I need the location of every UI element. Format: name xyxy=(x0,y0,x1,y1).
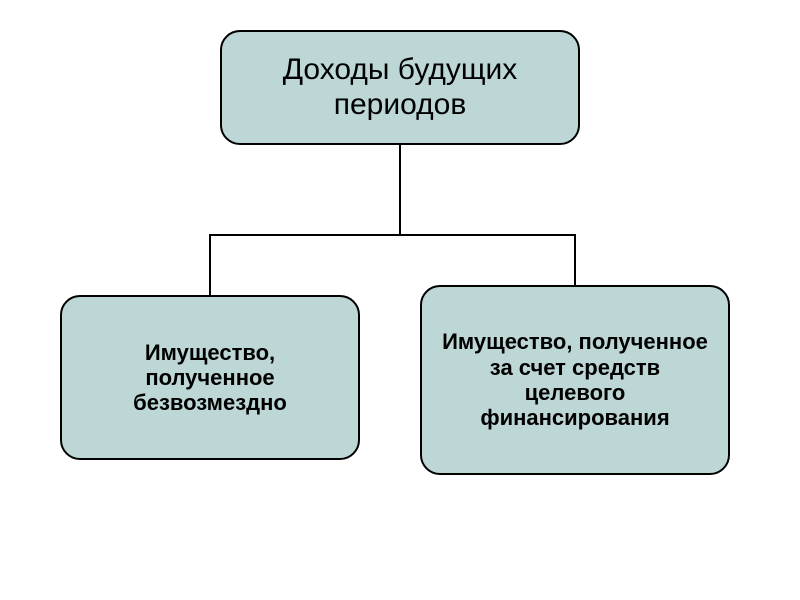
diagram-canvas: Доходы будущих периодов Имущество, получ… xyxy=(0,0,800,600)
right-child-label: Имущество, полученное за счет средств це… xyxy=(440,329,710,430)
right-child-node: Имущество, полученное за счет средств це… xyxy=(420,285,730,475)
left-child-node: Имущество, полученное безвозмездно xyxy=(60,295,360,460)
left-child-label: Имущество, полученное безвозмездно xyxy=(80,340,340,416)
root-node: Доходы будущих периодов xyxy=(220,30,580,145)
connector-lines xyxy=(210,145,575,295)
root-node-label: Доходы будущих периодов xyxy=(234,53,566,122)
